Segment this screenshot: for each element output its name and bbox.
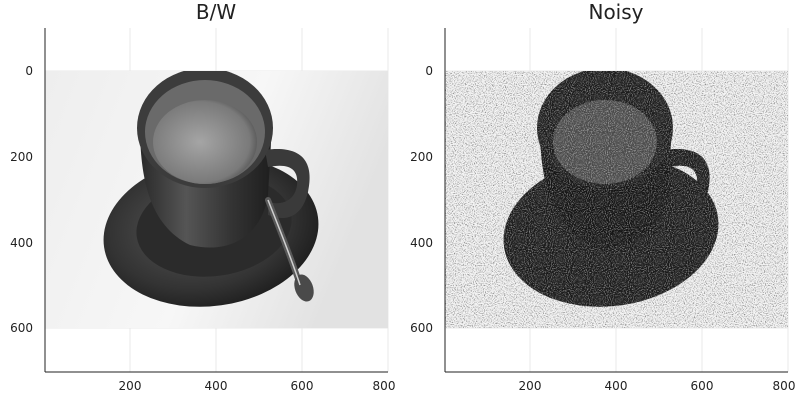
x-tick-labels-noisy: 200 400 600 800	[519, 379, 796, 393]
y-tick-label: 400	[410, 236, 433, 250]
y-tick-label: 600	[410, 321, 433, 335]
y-tick-label: 200	[410, 150, 433, 164]
panel-bw: B/W	[10, 0, 395, 393]
x-tick-label: 400	[205, 379, 228, 393]
y-tick-label: 600	[10, 321, 33, 335]
y-tick-label: 400	[10, 236, 33, 250]
image-noisy	[445, 71, 788, 328]
x-tick-label: 200	[119, 379, 142, 393]
y-tick-label: 0	[425, 64, 433, 78]
x-tick-label: 400	[605, 379, 628, 393]
image-bw	[45, 71, 388, 328]
axes-noisy	[444, 28, 788, 373]
chart-title-noisy: Noisy	[588, 0, 643, 24]
x-tick-labels-bw: 200 400 600 800	[119, 379, 396, 393]
x-tick-label: 200	[519, 379, 542, 393]
y-tick-label: 0	[25, 64, 33, 78]
y-tick-label: 200	[10, 150, 33, 164]
x-tick-label: 800	[773, 379, 796, 393]
chart-title-bw: B/W	[196, 0, 236, 24]
x-tick-label: 800	[373, 379, 396, 393]
y-tick-labels-noisy: 0 200 400 600	[410, 64, 433, 335]
x-tick-label: 600	[691, 379, 714, 393]
axes-bw	[44, 28, 388, 373]
panel-noisy: Noisy	[410, 0, 795, 393]
x-tick-label: 600	[291, 379, 314, 393]
y-tick-labels-bw: 0 200 400 600	[10, 64, 33, 335]
